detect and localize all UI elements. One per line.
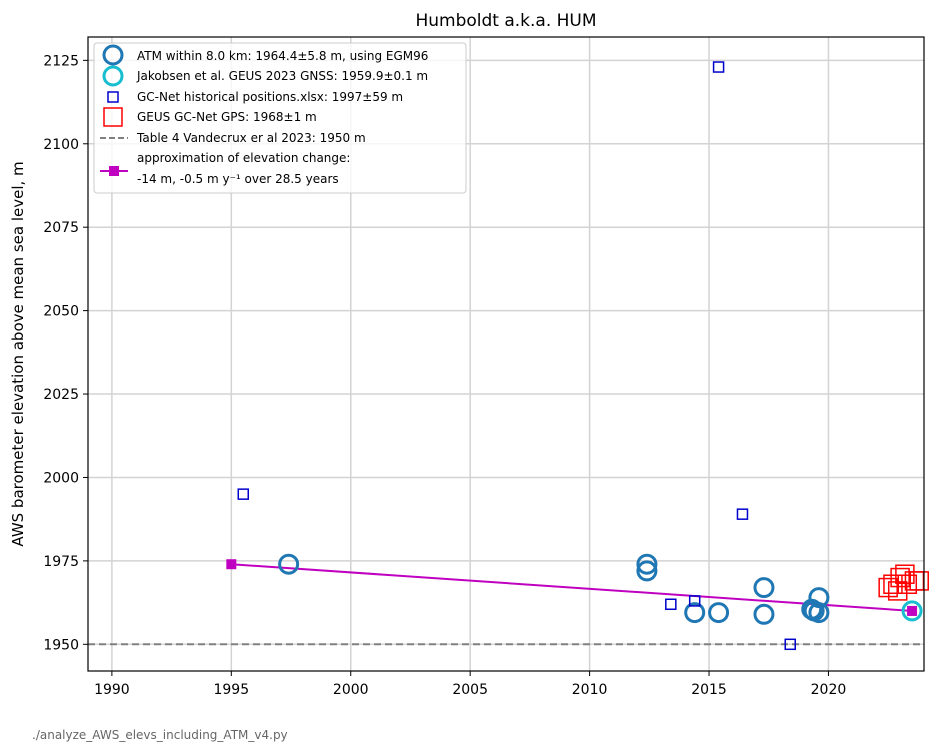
legend-box [93, 42, 467, 194]
y-tick-label: 2125 [43, 53, 79, 69]
data-point-series-0 [684, 602, 706, 624]
y-tick-label: 2100 [43, 137, 79, 153]
x-tick-label: 2005 [452, 682, 488, 698]
data-point-series-3 [897, 574, 918, 594]
y-tick-label: 1975 [43, 554, 79, 570]
legend: ATM within 8.0 km: 1964.4±5.8 m, using E… [93, 42, 467, 194]
data-point-series-1 [901, 600, 923, 622]
footer-script-path: ./analyze_AWS_elevs_including_ATM_v4.py [32, 728, 288, 742]
data-point-series-2 [237, 488, 250, 500]
data-point-series-3 [890, 567, 910, 588]
data-point-series-3 [883, 574, 903, 594]
data-point-series-2 [688, 595, 701, 607]
legend-entry-trend-line1: approximation of elevation change: [137, 151, 350, 165]
y-tick-label: 2000 [43, 470, 79, 486]
legend-entry-geus-gps: GEUS GC-Net GPS: 1968±1 m [137, 110, 317, 124]
x-tick-label: 2000 [333, 682, 369, 698]
legend-entry-atm: ATM within 8.0 km: 1964.4±5.8 m, using E… [137, 49, 428, 63]
x-tick-label: 2020 [811, 682, 847, 698]
legend-entry-trend-line2: -14 m, -0.5 m y⁻¹ over 28.5 years [137, 172, 339, 186]
data-point-series-0 [808, 587, 830, 609]
legend-marker-trend-square [109, 166, 119, 176]
y-axis: 1950 1975 2000 2025 2050 2075 2100 2125 [43, 53, 88, 653]
data-point-series-2 [665, 598, 677, 611]
trend-point [907, 605, 918, 616]
y-tick-label: 2050 [43, 304, 79, 320]
data-point-series-2 [736, 508, 749, 520]
y-axis-label: AWS barometer elevation above mean sea l… [9, 161, 27, 546]
legend-marker-geus-gps [103, 107, 123, 127]
trend-point [226, 559, 237, 570]
legend-entry-historical: GC-Net historical positions.xlsx: 1997±5… [137, 90, 403, 104]
legend-marker-historical [107, 91, 119, 103]
data-point-series-0 [753, 603, 775, 625]
data-point-series-3 [909, 571, 929, 591]
data-point-series-0 [636, 553, 658, 575]
data-point-series-0 [808, 602, 830, 624]
plot-frame [87, 36, 925, 672]
trend-line-segment [231, 563, 913, 612]
data-points [237, 61, 929, 651]
legend-entry-reference: Table 4 Vandecrux er al 2023: 1950 m [136, 131, 366, 145]
y-tick-label: 2075 [43, 220, 79, 236]
y-tick-label: 2025 [43, 387, 79, 403]
trend-line [226, 559, 918, 616]
grid [88, 37, 924, 671]
legend-marker-atm [102, 44, 124, 66]
x-axis: 1990 1995 2000 2005 2010 2015 2020 [94, 671, 846, 698]
x-tick-label: 1995 [213, 682, 249, 698]
y-tick-label: 1950 [43, 637, 79, 653]
x-tick-label: 1990 [94, 682, 130, 698]
data-point-series-0 [753, 577, 775, 599]
legend-entry-gnss: Jakobsen et al. GEUS 2023 GNSS: 1959.9±0… [136, 69, 428, 83]
data-point-series-2 [784, 638, 796, 651]
chart-title: Humboldt a.k.a. HUM [415, 11, 596, 31]
data-point-series-0 [708, 602, 730, 624]
data-point-series-2 [712, 61, 725, 73]
x-tick-label: 2010 [572, 682, 608, 698]
data-point-series-0 [278, 553, 300, 575]
data-point-series-0 [636, 560, 658, 582]
legend-marker-gnss [102, 65, 124, 87]
x-tick-label: 2015 [691, 682, 727, 698]
